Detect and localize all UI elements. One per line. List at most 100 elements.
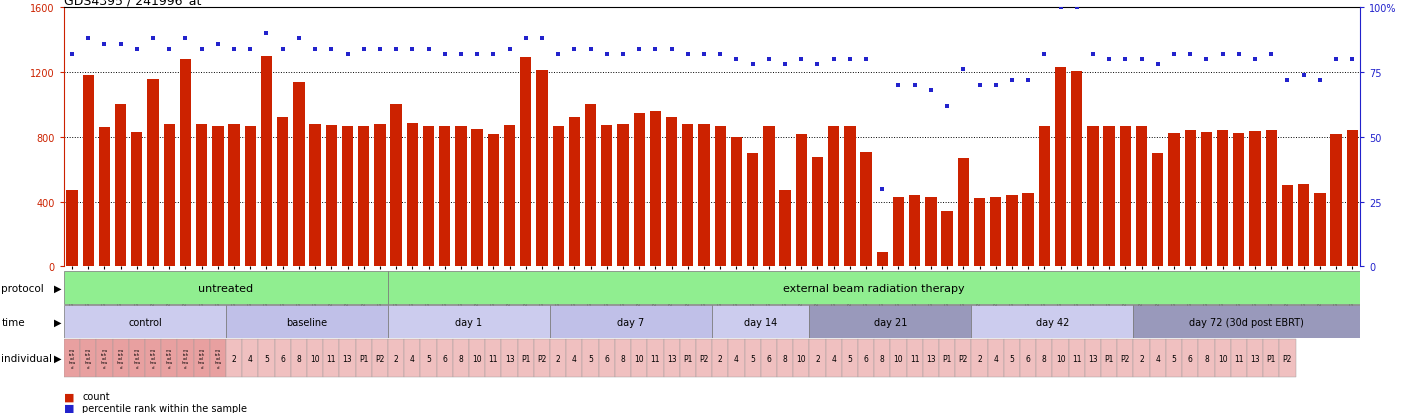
Bar bbox=[291, 339, 307, 377]
Point bbox=[77, 36, 99, 43]
Text: 10: 10 bbox=[635, 354, 645, 363]
Point bbox=[1292, 72, 1315, 79]
Text: 2: 2 bbox=[1139, 354, 1145, 363]
Point bbox=[417, 46, 440, 53]
Bar bbox=[82, 76, 94, 267]
Point bbox=[774, 62, 797, 69]
Bar bbox=[1100, 339, 1118, 377]
Bar bbox=[1279, 339, 1295, 377]
Point bbox=[1098, 57, 1120, 63]
Text: 6: 6 bbox=[1025, 354, 1031, 363]
Text: 8: 8 bbox=[297, 354, 301, 363]
Bar bbox=[971, 339, 988, 377]
Point bbox=[481, 52, 504, 58]
Bar bbox=[129, 339, 145, 377]
Text: 2: 2 bbox=[393, 354, 399, 363]
Text: P1: P1 bbox=[359, 354, 368, 363]
Text: count: count bbox=[82, 392, 109, 401]
Bar bbox=[456, 126, 467, 267]
Bar bbox=[650, 112, 662, 267]
Text: 10: 10 bbox=[473, 354, 481, 363]
Text: protocol: protocol bbox=[1, 283, 44, 293]
Bar bbox=[618, 125, 629, 267]
Point bbox=[94, 41, 116, 48]
Bar bbox=[601, 126, 612, 267]
Bar bbox=[1331, 134, 1342, 267]
Bar bbox=[518, 339, 534, 377]
Text: 8: 8 bbox=[459, 354, 463, 363]
Bar bbox=[99, 128, 111, 267]
Text: 8: 8 bbox=[880, 354, 885, 363]
Text: 13: 13 bbox=[1088, 354, 1098, 363]
Text: 5: 5 bbox=[750, 354, 755, 363]
Text: 11: 11 bbox=[1234, 354, 1244, 363]
Text: day 7: day 7 bbox=[618, 317, 645, 327]
Text: 5: 5 bbox=[1172, 354, 1176, 363]
Bar bbox=[1118, 339, 1133, 377]
Text: P2: P2 bbox=[1120, 354, 1130, 363]
Bar bbox=[568, 118, 579, 267]
Text: baseline: baseline bbox=[287, 317, 328, 327]
Bar bbox=[310, 125, 321, 267]
Bar bbox=[812, 158, 824, 267]
Bar bbox=[861, 153, 872, 267]
Bar bbox=[112, 339, 129, 377]
Bar bbox=[487, 134, 498, 267]
Point bbox=[125, 46, 148, 53]
Bar bbox=[1136, 126, 1147, 267]
Bar bbox=[990, 197, 1001, 267]
Point bbox=[757, 57, 780, 63]
Point bbox=[158, 46, 180, 53]
Bar bbox=[258, 339, 274, 377]
Point bbox=[726, 57, 748, 63]
Point bbox=[337, 52, 359, 58]
Bar bbox=[1085, 339, 1101, 377]
Point bbox=[1146, 62, 1169, 69]
Bar bbox=[876, 252, 888, 267]
Point bbox=[822, 57, 845, 63]
Bar bbox=[1088, 126, 1099, 267]
Bar bbox=[1214, 339, 1231, 377]
Point bbox=[807, 62, 829, 69]
Point bbox=[450, 52, 473, 58]
Bar bbox=[1038, 126, 1049, 267]
Text: 2: 2 bbox=[231, 354, 237, 363]
Text: P1: P1 bbox=[1267, 354, 1277, 363]
Bar bbox=[145, 339, 160, 377]
Point bbox=[175, 36, 197, 43]
Point bbox=[693, 52, 716, 58]
Bar bbox=[436, 339, 453, 377]
Point bbox=[1244, 57, 1267, 63]
Text: P1: P1 bbox=[521, 354, 531, 363]
Point bbox=[1196, 57, 1218, 63]
Point bbox=[239, 46, 261, 53]
Text: day 1: day 1 bbox=[456, 317, 483, 327]
Bar bbox=[939, 339, 956, 377]
Point bbox=[984, 83, 1007, 89]
Bar bbox=[453, 339, 469, 377]
Text: 6: 6 bbox=[605, 354, 609, 363]
Text: external beam radiation therapy: external beam radiation therapy bbox=[784, 283, 966, 293]
Bar bbox=[550, 306, 713, 338]
Bar bbox=[552, 126, 564, 267]
Bar bbox=[747, 154, 758, 267]
Bar bbox=[1166, 339, 1181, 377]
Bar bbox=[630, 339, 648, 377]
Bar bbox=[1071, 72, 1082, 267]
Point bbox=[385, 46, 408, 53]
Point bbox=[223, 46, 246, 53]
Bar bbox=[1052, 339, 1069, 377]
Bar bbox=[809, 339, 825, 377]
Point bbox=[1049, 5, 1072, 12]
Bar bbox=[890, 339, 906, 377]
Text: P2: P2 bbox=[537, 354, 547, 363]
Bar bbox=[163, 125, 175, 267]
Point bbox=[369, 46, 392, 53]
Bar bbox=[731, 138, 743, 267]
Text: 5: 5 bbox=[264, 354, 268, 363]
Text: 5: 5 bbox=[1010, 354, 1014, 363]
Text: 10: 10 bbox=[1218, 354, 1227, 363]
Text: 13: 13 bbox=[667, 354, 676, 363]
Bar bbox=[909, 196, 920, 267]
Text: ma
tch
ed
hea
d: ma tch ed hea d bbox=[68, 348, 75, 369]
